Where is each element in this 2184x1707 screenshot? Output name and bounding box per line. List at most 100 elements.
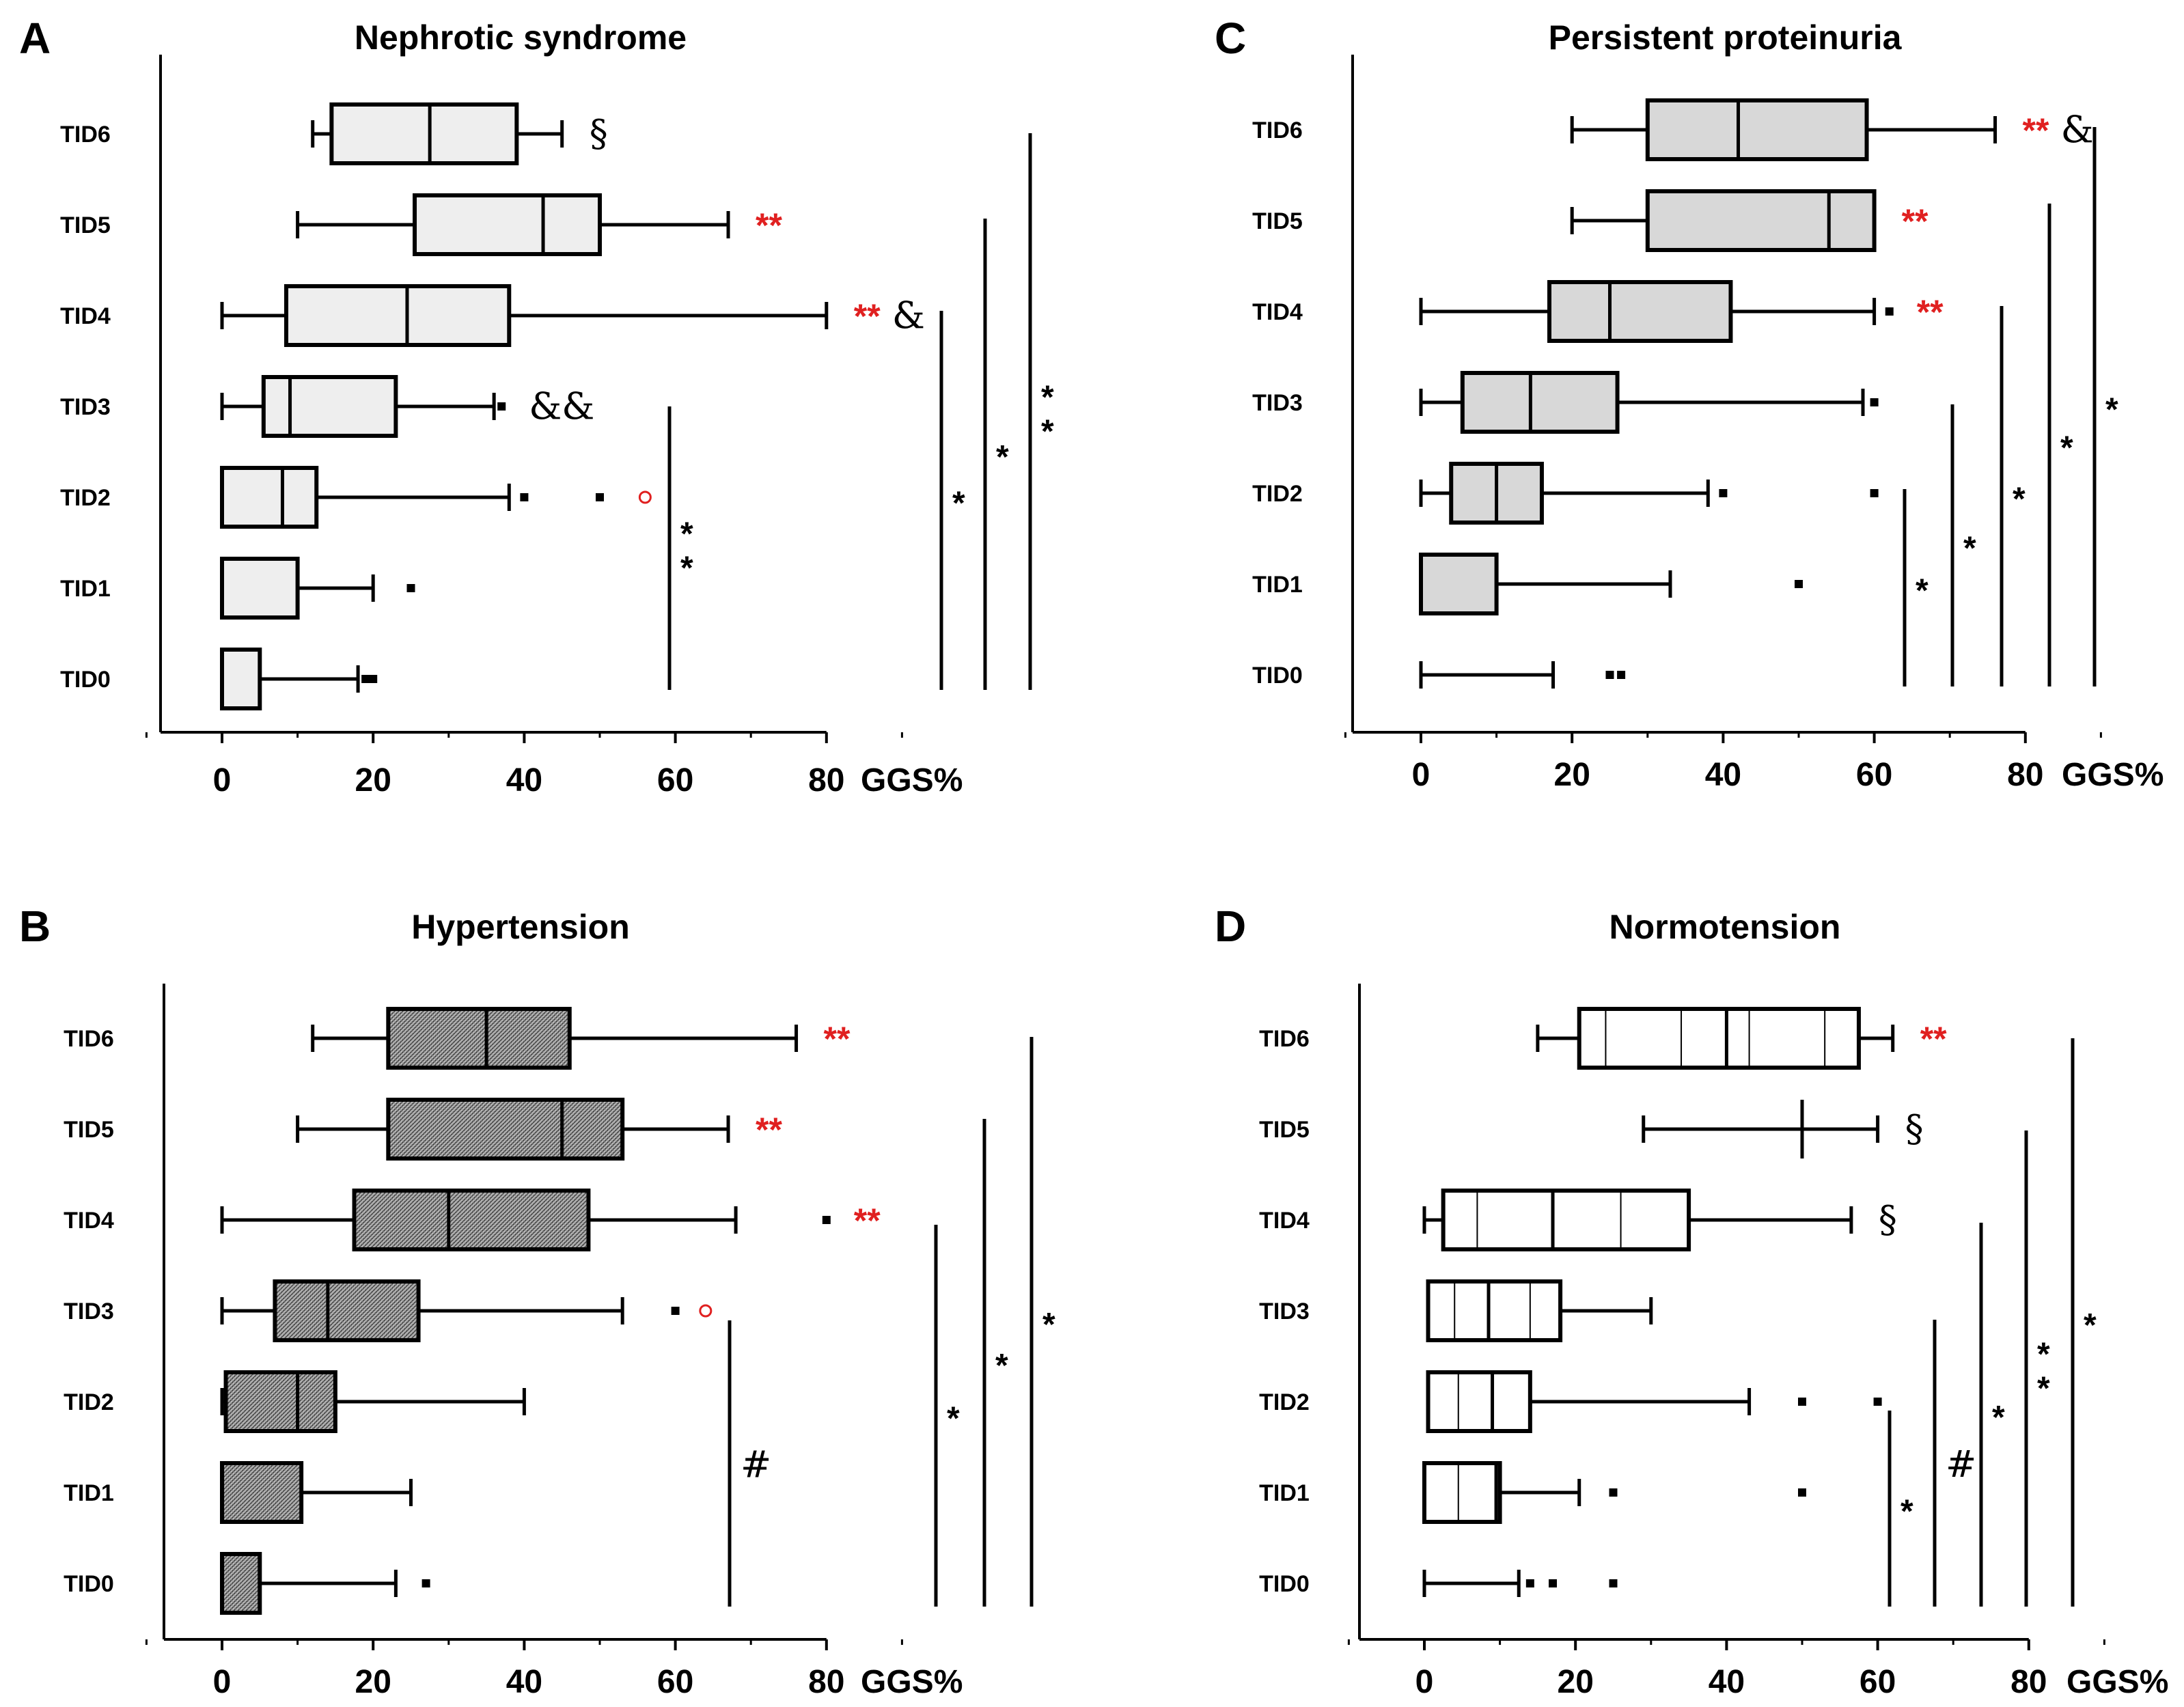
- outlier-point: [406, 584, 415, 592]
- outlier-point: [1617, 671, 1626, 679]
- x-tick-label: 0: [1415, 1664, 1434, 1700]
- category-label: TID5: [1259, 1117, 1310, 1143]
- annotation-part: §: [590, 112, 608, 155]
- outlier-point: [361, 675, 370, 683]
- box-tid3: TID3: [1252, 371, 1879, 434]
- iqr-box: [220, 1461, 304, 1524]
- box-tid1: TID1: [64, 1461, 413, 1524]
- outlier-point: [1609, 1488, 1618, 1497]
- iqr-box: [220, 1552, 262, 1615]
- box-tid5: TID5 **: [1252, 189, 1929, 252]
- box-tid4: TID4 **: [1252, 280, 1944, 343]
- box-tid3: TID3: [1259, 1279, 1653, 1342]
- category-label: TID0: [64, 1571, 114, 1597]
- category-label: TID4: [60, 303, 111, 329]
- x-tick-label: 80: [2010, 1664, 2047, 1700]
- outlier-point: [421, 1579, 430, 1587]
- significance-annotation: &&: [529, 385, 594, 428]
- annotation-part: **: [824, 1020, 851, 1058]
- significance-annotation: **: [1902, 202, 1929, 240]
- iqr-box: [220, 466, 319, 529]
- annotation-part: §: [1879, 1198, 1897, 1241]
- x-tick-label: 40: [1705, 757, 1741, 793]
- panel-letter: D: [1215, 902, 1246, 951]
- outlier-point: [1885, 307, 1894, 316]
- significance-mark: *: [996, 439, 1009, 475]
- x-tick-label: 80: [808, 1664, 844, 1700]
- category-label: TID1: [64, 1480, 114, 1506]
- significance-mark: *: [2037, 1337, 2050, 1373]
- significance-annotation: **: [1917, 293, 1944, 331]
- significance-bar: *: [1950, 404, 1976, 686]
- category-label: TID2: [1259, 1389, 1310, 1415]
- box-tid3: TID3: [64, 1279, 713, 1342]
- category-label: TID2: [64, 1389, 114, 1415]
- significance-bar: *: [934, 1225, 960, 1607]
- significance-annotation: **: [756, 206, 782, 245]
- box-tid5: TID5 §: [1259, 1100, 1924, 1158]
- panel-letter: C: [1215, 14, 1246, 63]
- x-tick-label: 80: [808, 762, 844, 799]
- significance-mark: *: [947, 1401, 960, 1437]
- x-tick-label: 0: [213, 762, 232, 799]
- iqr-box: [261, 375, 398, 438]
- significance-bar: *: [939, 311, 965, 690]
- outlier-point: [1549, 1579, 1558, 1587]
- annotation-part: &: [881, 294, 925, 337]
- outlier-point: [1795, 580, 1803, 588]
- significance-mark: *: [2084, 1307, 2097, 1344]
- significance-mark: *: [2060, 430, 2073, 467]
- x-axis-label: GGS%: [861, 762, 963, 799]
- significance-mark: *: [1042, 1307, 1055, 1343]
- x-axis-label: GGS%: [2066, 1664, 2168, 1700]
- category-label: TID1: [1259, 1480, 1310, 1506]
- panel-letter: A: [19, 14, 51, 63]
- iqr-box: [386, 1007, 572, 1070]
- category-label: TID3: [1259, 1299, 1310, 1324]
- category-label: TID3: [60, 394, 111, 420]
- annotation-part: **: [2023, 111, 2049, 150]
- significance-mark: *: [680, 516, 693, 553]
- x-axis-label: GGS%: [2062, 757, 2164, 793]
- iqr-box: [329, 102, 519, 165]
- category-label: TID2: [1252, 481, 1303, 507]
- significance-annotation: **: [824, 1020, 851, 1058]
- significance-bar: *: [1979, 1223, 2005, 1607]
- significance-bar: *: [2071, 1038, 2097, 1607]
- category-label: TID3: [1252, 390, 1303, 416]
- iqr-box: [1547, 280, 1733, 343]
- iqr-box: [223, 1370, 337, 1433]
- annotation-part: &&: [529, 385, 594, 428]
- category-label: TID6: [1259, 1026, 1310, 1052]
- significance-bar: **: [1028, 133, 1054, 690]
- significance-annotation: §: [1905, 1107, 1924, 1150]
- box-tid0: TID0: [1259, 1570, 1618, 1597]
- panel-letter: B: [19, 902, 51, 951]
- box-tid6: TID6 **: [64, 1007, 851, 1070]
- category-label: TID4: [64, 1208, 114, 1234]
- iqr-box: [1426, 1279, 1563, 1342]
- category-label: TID5: [60, 212, 111, 238]
- significance-bar: *: [2000, 306, 2026, 686]
- outlier-point: [1719, 489, 1728, 497]
- panel-c: C Persistent proteinuria 0 20 40 60 80 GGS% TID6…: [1215, 14, 2164, 793]
- iqr-box: [273, 1279, 421, 1342]
- category-label: TID6: [64, 1026, 114, 1052]
- significance-mark: #: [1946, 1443, 1976, 1486]
- outlier-point: [596, 493, 604, 501]
- iqr-box: [1422, 1461, 1502, 1524]
- significance-annotation: **: [756, 1111, 782, 1149]
- significance-mark: *: [1041, 380, 1054, 416]
- significance-bar: *: [2092, 127, 2118, 686]
- box-tid1: TID1: [1259, 1461, 1806, 1524]
- x-tick-label: 60: [1856, 757, 1892, 793]
- box-tid2: TID2: [1252, 462, 1879, 525]
- iqr-box: [1645, 98, 1869, 161]
- iqr-box: [1419, 553, 1499, 615]
- outlier-point: [497, 402, 506, 411]
- significance-mark: *: [952, 486, 965, 522]
- x-tick-label: 80: [2007, 757, 2043, 793]
- significance-bar: *: [982, 1119, 1008, 1607]
- significance-annotation: §: [1879, 1198, 1897, 1241]
